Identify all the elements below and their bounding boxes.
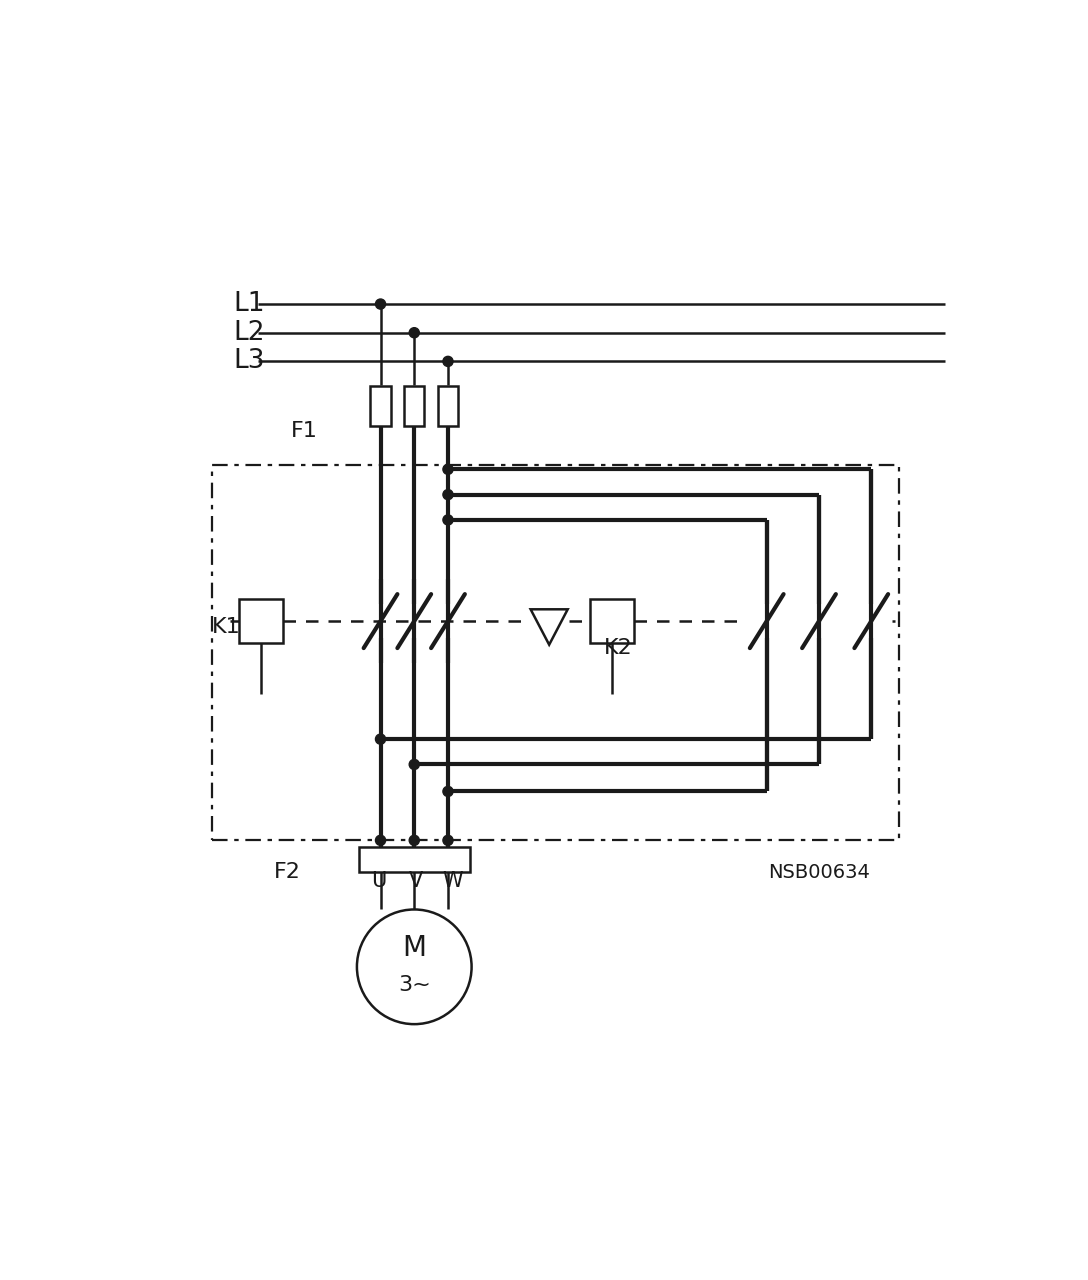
Text: U: U bbox=[371, 870, 386, 891]
Circle shape bbox=[443, 836, 453, 845]
Bar bbox=[370, 385, 391, 426]
Circle shape bbox=[443, 465, 453, 475]
Bar bbox=[212, 465, 899, 841]
Text: F2: F2 bbox=[273, 863, 300, 882]
Bar bbox=[591, 599, 634, 643]
Text: L1: L1 bbox=[233, 291, 264, 317]
Circle shape bbox=[443, 515, 453, 525]
Text: M: M bbox=[403, 934, 426, 963]
Text: NSB00634: NSB00634 bbox=[768, 863, 869, 882]
Circle shape bbox=[409, 836, 419, 845]
Circle shape bbox=[443, 489, 453, 499]
Circle shape bbox=[357, 910, 471, 1024]
Bar bbox=[404, 385, 424, 426]
Bar bbox=[437, 385, 458, 426]
Circle shape bbox=[409, 759, 419, 769]
Text: 3~: 3~ bbox=[398, 975, 431, 996]
Text: F1: F1 bbox=[290, 421, 318, 442]
Text: V: V bbox=[409, 870, 423, 891]
Circle shape bbox=[443, 786, 453, 796]
Circle shape bbox=[375, 300, 385, 308]
Text: L3: L3 bbox=[233, 348, 264, 374]
Circle shape bbox=[375, 735, 385, 744]
Text: K2: K2 bbox=[604, 637, 633, 658]
Text: W: W bbox=[443, 870, 463, 891]
Circle shape bbox=[375, 836, 385, 845]
Circle shape bbox=[409, 328, 419, 338]
Bar bbox=[239, 599, 283, 643]
Text: L2: L2 bbox=[233, 320, 264, 346]
Text: K1: K1 bbox=[212, 617, 240, 637]
Bar bbox=[359, 847, 470, 873]
Circle shape bbox=[443, 356, 453, 366]
